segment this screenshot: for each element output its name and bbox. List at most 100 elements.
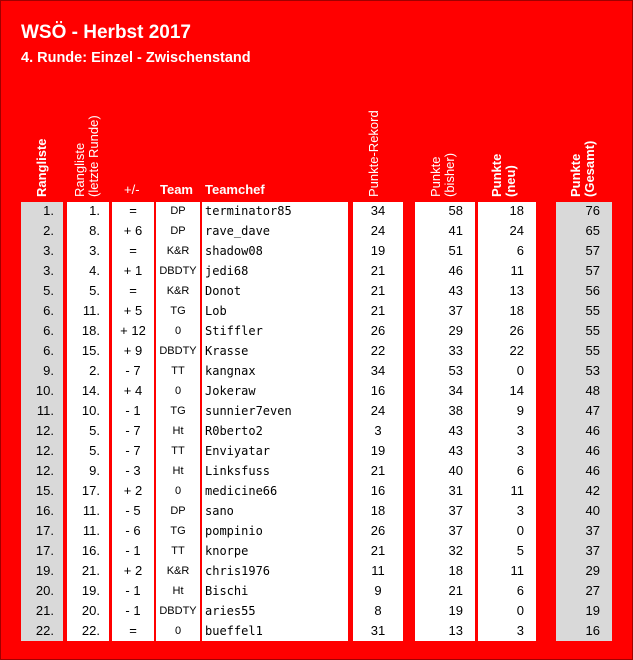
- cell-bisher: 19: [448, 603, 463, 618]
- cell-team: 0: [174, 325, 182, 337]
- cell-rank: 15.: [35, 483, 54, 498]
- cell-neu: 3: [516, 623, 524, 638]
- cell-bisher: 51: [448, 243, 463, 258]
- cell-prev: 19.: [81, 583, 100, 598]
- cell-team: K&R: [166, 565, 190, 577]
- cell-rekord: 22: [370, 343, 386, 358]
- cell-neu: 11: [510, 563, 525, 578]
- cell-neu: 18: [509, 303, 524, 318]
- cell-rekord: 26: [370, 523, 386, 538]
- cell-chef: Jokeraw: [205, 384, 256, 398]
- cell-chef: R0berto2: [205, 424, 263, 438]
- cell-diff: - 7: [125, 443, 141, 458]
- cell-gesamt: 29: [585, 563, 600, 578]
- cell-rekord: 18: [370, 503, 386, 518]
- cell-rank: 5.: [43, 283, 54, 298]
- cell-prev: 18.: [81, 323, 100, 338]
- cell-team: 0: [174, 625, 182, 637]
- column-punkte-rekord: [353, 202, 403, 641]
- cell-chef: Enviyatar: [205, 444, 271, 458]
- cell-team: TT: [171, 445, 185, 457]
- column-team: [156, 202, 200, 641]
- cell-rekord: 21: [370, 303, 386, 318]
- cell-neu: 11: [510, 483, 525, 498]
- cell-diff: - 6: [125, 523, 141, 538]
- cell-rekord: 16: [370, 383, 386, 398]
- header-team: Team: [160, 182, 193, 197]
- cell-prev: 11.: [82, 523, 100, 538]
- cell-neu: 14: [509, 383, 524, 398]
- cell-rank: 11.: [36, 403, 54, 418]
- cell-team: DP: [170, 505, 186, 517]
- cell-prev: 5.: [89, 443, 100, 458]
- cell-neu: 11: [510, 263, 525, 278]
- cell-prev: 20.: [81, 603, 100, 618]
- cell-rekord: 31: [370, 623, 386, 638]
- header-plusminus: +/-: [124, 182, 140, 197]
- cell-chef: knorpe: [205, 544, 249, 558]
- cell-gesamt: 57: [585, 243, 600, 258]
- cell-rank: 12.: [35, 443, 54, 458]
- cell-neu: 18: [509, 203, 524, 218]
- cell-diff: - 5: [125, 503, 141, 518]
- cell-rank: 9.: [43, 363, 54, 378]
- cell-prev: 5.: [89, 283, 100, 298]
- cell-team: DP: [170, 225, 186, 237]
- cell-diff: =: [129, 243, 137, 258]
- cell-neu: 13: [509, 283, 524, 298]
- cell-prev: 22.: [81, 623, 100, 638]
- cell-rank: 1.: [43, 203, 54, 218]
- cell-chef: jedi68: [205, 264, 249, 278]
- cell-gesamt: 65: [585, 223, 600, 238]
- cell-neu: 3: [516, 503, 524, 518]
- cell-rank: 22.: [35, 623, 54, 638]
- cell-team: 0: [174, 485, 182, 497]
- cell-prev: 11.: [82, 503, 100, 518]
- cell-rank: 3.: [43, 263, 54, 278]
- cell-rank: 3.: [43, 243, 54, 258]
- header-punkte-neu: Punkte (neu): [489, 153, 518, 197]
- cell-gesamt: 19: [585, 603, 600, 618]
- cell-rekord: 21: [370, 283, 386, 298]
- cell-rekord: 9: [374, 583, 382, 598]
- cell-diff: =: [129, 283, 137, 298]
- cell-chef: Linksfuss: [205, 464, 271, 478]
- cell-team: DP: [170, 205, 186, 217]
- header-punkte-gesamt: Punkte (Gesamt): [568, 140, 597, 197]
- cell-neu: 26: [509, 323, 524, 338]
- cell-bisher: 37: [448, 503, 463, 518]
- cell-rank: 19.: [35, 563, 54, 578]
- cell-neu: 6: [516, 463, 524, 478]
- cell-bisher: 40: [448, 463, 463, 478]
- cell-chef: rave_dave: [205, 224, 271, 238]
- cell-gesamt: 40: [585, 503, 600, 518]
- cell-prev: 9.: [89, 463, 100, 478]
- cell-bisher: 43: [448, 283, 463, 298]
- cell-team: Ht: [172, 465, 184, 477]
- cell-chef: Stiffler: [205, 324, 263, 338]
- cell-bisher: 13: [448, 623, 463, 638]
- header-rangliste-letzte-runde: Rangliste (letzte Runde): [72, 115, 101, 197]
- cell-bisher: 21: [448, 583, 463, 598]
- cell-gesamt: 16: [585, 623, 600, 638]
- cell-team: TG: [170, 305, 186, 317]
- cell-team: 0: [174, 385, 182, 397]
- cell-team: DBDTY: [159, 265, 197, 277]
- cell-prev: 10.: [81, 403, 100, 418]
- cell-diff: + 1: [123, 263, 143, 278]
- cell-bisher: 33: [448, 343, 463, 358]
- cell-gesamt: 42: [585, 483, 600, 498]
- cell-team: Ht: [172, 585, 184, 597]
- cell-bisher: 34: [448, 383, 463, 398]
- column-teamchef: [202, 202, 348, 641]
- cell-rekord: 34: [370, 203, 386, 218]
- cell-bisher: 18: [448, 563, 463, 578]
- cell-chef: Lob: [205, 304, 227, 318]
- cell-prev: 16.: [81, 543, 100, 558]
- cell-rekord: 3: [374, 423, 382, 438]
- cell-diff: =: [129, 203, 137, 218]
- cell-chef: aries55: [205, 604, 256, 618]
- cell-rekord: 24: [370, 403, 386, 418]
- cell-diff: + 2: [123, 563, 143, 578]
- cell-team: K&R: [166, 245, 190, 257]
